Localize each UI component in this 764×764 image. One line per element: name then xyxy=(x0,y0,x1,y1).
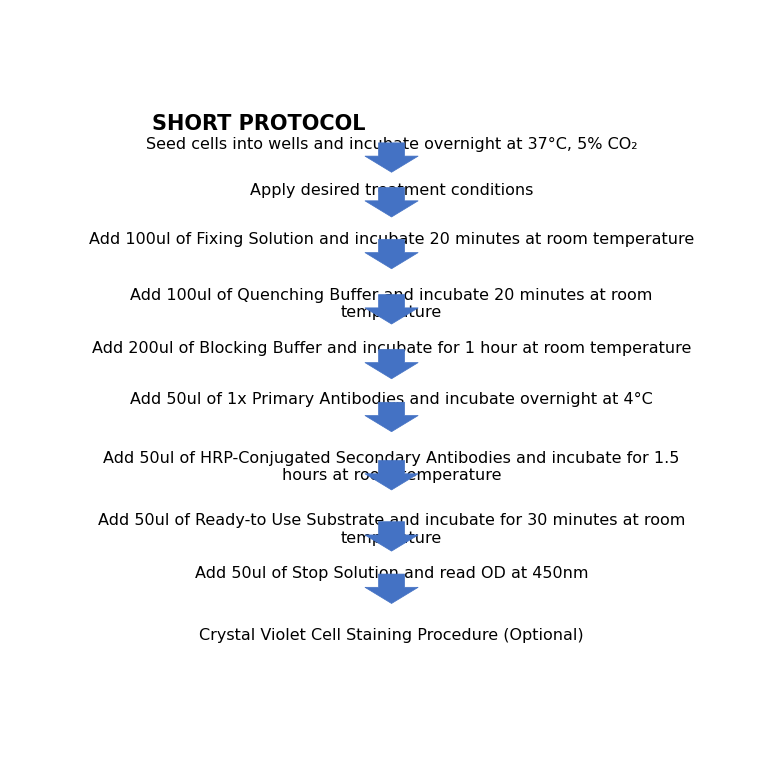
Text: Add 100ul of Fixing Solution and incubate 20 minutes at room temperature: Add 100ul of Fixing Solution and incubat… xyxy=(89,231,694,247)
Polygon shape xyxy=(365,574,418,604)
Polygon shape xyxy=(365,349,418,379)
Polygon shape xyxy=(365,295,418,324)
Text: Add 200ul of Blocking Buffer and incubate for 1 hour at room temperature: Add 200ul of Blocking Buffer and incubat… xyxy=(92,341,691,356)
Text: Add 50ul of Ready-to Use Substrate and incubate for 30 minutes at room
temperatu: Add 50ul of Ready-to Use Substrate and i… xyxy=(98,513,685,545)
Text: Add 50ul of HRP-Conjugated Secondary Antibodies and incubate for 1.5
hours at ro: Add 50ul of HRP-Conjugated Secondary Ant… xyxy=(103,451,680,483)
Polygon shape xyxy=(365,239,418,269)
Polygon shape xyxy=(365,522,418,551)
Text: Crystal Violet Cell Staining Procedure (Optional): Crystal Violet Cell Staining Procedure (… xyxy=(199,628,584,643)
Text: Apply desired treatment conditions: Apply desired treatment conditions xyxy=(250,183,533,198)
Polygon shape xyxy=(365,403,418,432)
Text: SHORT PROTOCOL: SHORT PROTOCOL xyxy=(152,114,365,134)
Polygon shape xyxy=(365,188,418,217)
Text: Add 50ul of Stop Solution and read OD at 450nm: Add 50ul of Stop Solution and read OD at… xyxy=(195,566,588,581)
Text: Add 50ul of 1x Primary Antibodies and incubate overnight at 4°C: Add 50ul of 1x Primary Antibodies and in… xyxy=(130,392,653,406)
Polygon shape xyxy=(365,461,418,490)
Text: Seed cells into wells and incubate overnight at 37°C, 5% CO₂: Seed cells into wells and incubate overn… xyxy=(146,137,637,152)
Polygon shape xyxy=(365,143,418,172)
Text: Add 100ul of Quenching Buffer and incubate 20 minutes at room
temperature: Add 100ul of Quenching Buffer and incuba… xyxy=(131,287,652,320)
